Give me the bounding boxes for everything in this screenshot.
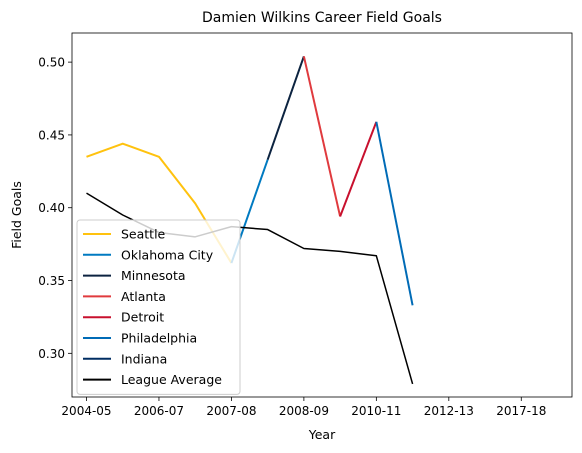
x-tick-label: 2010-11: [351, 404, 401, 418]
y-tick-label: 0.35: [38, 274, 65, 288]
x-tick-label: 2012-13: [424, 404, 474, 418]
legend-item: Minnesota: [83, 268, 186, 283]
y-tick-label: 0.45: [38, 128, 65, 142]
legend-label: Seattle: [121, 227, 166, 242]
y-tick-label: 0.50: [38, 56, 65, 70]
x-tick-label: 2007-08: [206, 404, 256, 418]
x-axis-label: Year: [308, 427, 336, 442]
x-tick-label: 2008-09: [279, 404, 329, 418]
series-line-philadelphia: [375, 121, 414, 306]
series-line-minnesota: [266, 55, 305, 161]
x-axis: 2004-05 2006-07 2007-08 2008-09 2010-11 2012-…: [61, 397, 546, 418]
series-line-atlanta: [302, 56, 342, 217]
y-axis: 0.30 0.35 0.40 0.45 0.50: [38, 56, 72, 361]
legend-item: Indiana: [83, 351, 167, 366]
y-tick-label: 0.40: [38, 201, 65, 215]
plot-frame: [71, 32, 573, 398]
legend-item: Oklahoma City: [83, 247, 214, 262]
legend-label: League Average: [121, 372, 222, 387]
legend-label: Oklahoma City: [121, 247, 214, 262]
x-tick-label: 2006-07: [134, 404, 184, 418]
legend-label: Philadelphia: [121, 331, 197, 346]
series-line-detroit: [339, 121, 378, 217]
legend-item: Philadelphia: [83, 331, 197, 346]
y-axis-label: Field Goals: [9, 181, 24, 249]
legend-item: Seattle: [83, 227, 166, 242]
legend-item: Atlanta: [83, 289, 166, 304]
chart-title: Damien Wilkins Career Field Goals: [202, 10, 442, 26]
legend-label: Minnesota: [121, 268, 186, 283]
x-tick-label: 2017-18: [496, 404, 546, 418]
legend-label: Indiana: [121, 351, 167, 366]
legend-item: Detroit: [83, 310, 164, 325]
legend-label: Atlanta: [121, 289, 166, 304]
x-tick-label: 2004-05: [61, 404, 111, 418]
legend-label: Detroit: [121, 310, 164, 325]
legend-item: League Average: [83, 372, 222, 387]
legend: Seattle Oklahoma City Minnesota Atlanta Detr…: [76, 219, 241, 395]
y-tick-label: 0.30: [38, 347, 65, 361]
legend-box: [76, 219, 241, 395]
